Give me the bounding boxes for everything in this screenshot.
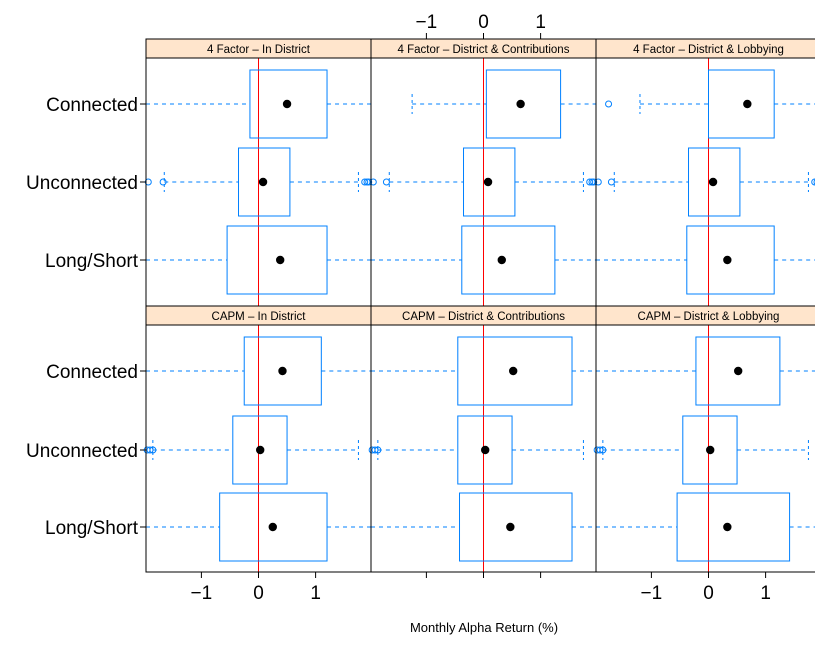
box	[606, 70, 815, 138]
y-tick-label: Connected	[46, 95, 138, 116]
outlier-point	[606, 101, 612, 107]
median-dot	[269, 523, 277, 531]
median-dot	[283, 100, 291, 108]
panel	[144, 325, 371, 572]
panel-title: CAPM – In District	[212, 311, 307, 323]
box-iqr	[460, 493, 573, 561]
median-dot	[276, 256, 284, 264]
median-dot	[256, 446, 264, 454]
box-iqr	[709, 70, 775, 138]
median-dot	[259, 178, 267, 186]
median-dot	[723, 256, 731, 264]
box	[596, 493, 815, 561]
x-tick-label-bottom: −1	[191, 583, 213, 604]
x-tick-label-bottom: 1	[310, 583, 321, 604]
box	[596, 226, 815, 294]
box	[412, 70, 596, 138]
outlier-point	[383, 179, 389, 185]
box	[595, 148, 815, 216]
median-dot	[723, 523, 731, 531]
median-dot	[734, 367, 742, 375]
median-dot	[709, 178, 717, 186]
y-tick-label: Unconnected	[26, 173, 138, 194]
box	[144, 416, 358, 484]
y-tick-label: Long/Short	[45, 251, 139, 272]
x-tick-label-top: −1	[416, 12, 438, 33]
median-dot	[509, 367, 517, 375]
panel-title: CAPM – District & Contributions	[402, 311, 565, 323]
panel-frame	[596, 325, 815, 572]
median-dot	[506, 523, 514, 531]
x-tick-label-bottom: 0	[253, 583, 264, 604]
panel	[370, 58, 596, 306]
box-iqr	[462, 226, 555, 294]
y-tick-label: Connected	[46, 362, 138, 383]
x-tick-label-bottom: 1	[760, 583, 771, 604]
median-dot	[743, 100, 751, 108]
box	[594, 416, 808, 484]
x-tick-label-top: 0	[478, 12, 489, 33]
x-tick-label-top: 1	[535, 12, 546, 33]
panel-title: 4 Factor – District & Contributions	[398, 44, 570, 56]
panel	[594, 325, 815, 572]
box	[369, 416, 583, 484]
median-dot	[278, 367, 286, 375]
panel	[145, 58, 371, 306]
median-dot	[498, 256, 506, 264]
box-iqr	[677, 493, 790, 561]
panel	[595, 58, 815, 306]
y-tick-label: Unconnected	[26, 441, 138, 462]
panel	[369, 325, 596, 572]
median-dot	[516, 100, 524, 108]
panel-title: 4 Factor – District & Lobbying	[633, 44, 784, 56]
median-dot	[481, 446, 489, 454]
panel-title: CAPM – District & Lobbying	[638, 311, 780, 323]
x-tick-label-bottom: 0	[703, 583, 714, 604]
y-tick-label: Long/Short	[45, 518, 139, 539]
median-dot	[484, 178, 492, 186]
x-axis-label: Monthly Alpha Return (%)	[410, 620, 558, 635]
box	[596, 337, 815, 405]
x-tick-label-bottom: −1	[641, 583, 663, 604]
panel-title: 4 Factor – In District	[207, 44, 311, 56]
median-dot	[706, 446, 714, 454]
outlier-point	[608, 179, 614, 185]
